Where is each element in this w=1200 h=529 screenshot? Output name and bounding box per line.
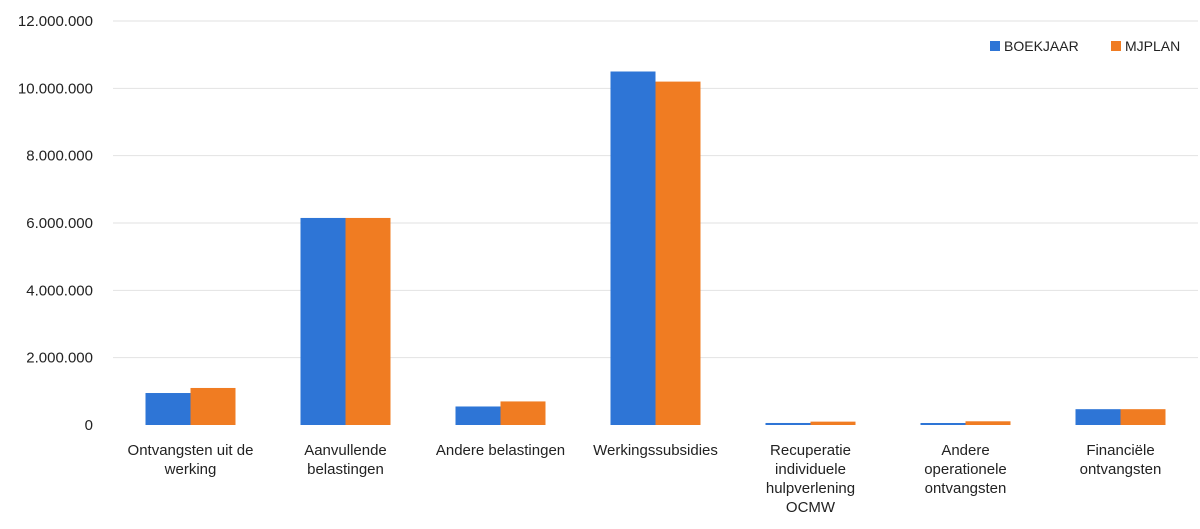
category-label: Werkingssubsidies [593,442,718,459]
category-labels: Ontvangsten uit de werking Aanvullende bela… [128,442,1162,516]
y-tick-label: 2.000.000 [26,350,93,367]
category-label: Andere belastingen [436,442,565,459]
bar-boekjaar [765,422,811,425]
bar-mjplan [500,401,546,425]
category-label: Ontvangsten uit de werking [128,442,254,478]
y-tick-label: 4.000.000 [26,282,93,299]
y-tick-label: 6.000.000 [26,215,93,232]
bar-boekjaar [145,393,191,425]
y-axis-ticks: 0 2.000.000 4.000.000 6.000.000 8.000.000 10.… [18,13,93,434]
bar-mjplan [1120,409,1166,425]
y-tick-label: 0 [85,417,93,434]
bar-boekjaar [1075,409,1121,425]
bar-mjplan [655,81,701,425]
legend-label: MJPLAN [1125,38,1180,54]
bar-boekjaar [455,406,501,425]
y-tick-label: 8.000.000 [26,148,93,165]
bar-boekjaar [610,71,656,425]
category-label: Recuperatie individuele hulpverlening OCMW [766,442,855,516]
bar-mjplan [810,421,856,425]
bar-mjplan [345,217,391,425]
bars [145,71,1166,425]
y-tick-label: 10.000.000 [18,80,93,97]
bar-boekjaar [300,217,346,425]
y-tick-label: 12.000.000 [18,13,93,30]
legend: BOEKJAAR MJPLAN [990,38,1180,54]
category-label: Aanvullende belastingen [304,442,387,478]
bar-mjplan [965,421,1011,425]
legend-label: BOEKJAAR [1004,38,1079,54]
bar-boekjaar [920,423,966,425]
legend-swatch [1111,41,1121,51]
bar-mjplan [190,387,236,425]
legend-swatch [990,41,1000,51]
category-label: Financiële ontvangsten [1080,442,1162,478]
category-label: Andere operationele ontvangsten [924,442,1007,497]
